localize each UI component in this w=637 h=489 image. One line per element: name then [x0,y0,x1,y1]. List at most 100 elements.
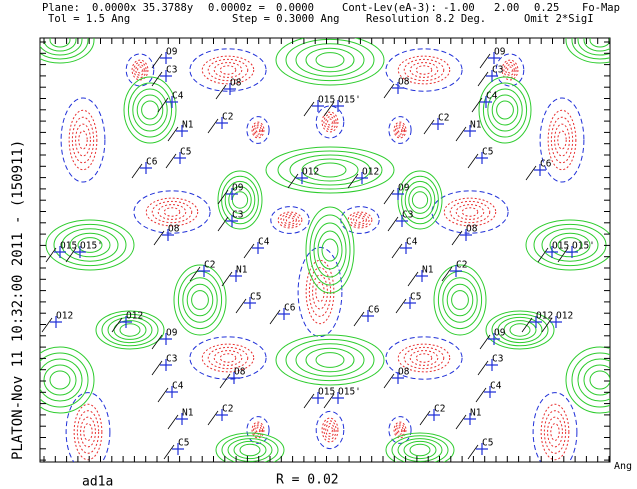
positive-contour [584,29,616,51]
atom-label: N1 [470,408,482,419]
negative-contour [326,117,334,128]
negative-contour [316,282,324,301]
bond [384,84,394,98]
bond [388,217,398,231]
bond [220,374,230,388]
positive-contour [412,192,427,208]
bond [152,335,162,349]
negative-contour [84,424,92,441]
atom-label: C4 [258,237,270,248]
bond [304,394,314,408]
negative-contour [410,351,438,366]
negative-contour [69,110,97,169]
atom-label: O12 [302,167,319,178]
bond [526,166,536,180]
bond [270,310,280,324]
bond [354,312,364,326]
positive-contour [142,101,159,119]
negative-contour [548,110,576,169]
negative-contour [398,128,402,133]
atom-label: C5 [482,147,493,158]
atom-label: C2 [222,404,233,415]
negative-contour [322,418,338,442]
header-tol: Tol = 1.5 Ang [48,13,130,25]
atom-label: O8 [168,224,180,235]
atom-label: C4 [172,91,184,102]
bond [244,244,254,258]
atom-label: O8 [234,367,246,378]
zero-contour [389,117,411,144]
negative-contour [284,216,297,224]
positive-contour [306,348,354,372]
zero-contour [190,49,266,91]
negative-contour [555,124,570,156]
bond [236,299,246,313]
positive-contour [286,39,374,80]
bond [452,231,462,245]
negative-contour [256,128,260,133]
atom-label: O15' [338,387,361,398]
positive-contour [452,291,469,310]
fourier-map: O9C3C4N1C2C5C6O8O15O15'O8O9C3C4N1C2C5C6O… [0,0,637,489]
negative-contour [558,131,566,149]
atom-label: C3 [492,65,503,76]
negative-contour [74,404,102,459]
positive-contour [479,77,531,143]
negative-contour [348,212,372,228]
bond [392,244,402,258]
positive-contour [434,265,486,335]
positive-contour [497,101,514,119]
negative-contour [202,344,253,372]
positive-contour [240,444,260,456]
negative-contour [220,354,236,362]
negative-contour [256,428,260,433]
zero-contour [316,411,344,448]
negative-contour [220,66,236,74]
bond [468,154,478,168]
negative-contour [548,417,563,447]
positive-contour [174,265,226,335]
negative-contour [456,205,484,220]
atom-label: C4 [486,91,498,102]
negative-contour [81,417,96,447]
bond [304,102,314,116]
bond [456,415,466,429]
atom-label: N1 [470,120,482,131]
atom-label: C3 [166,354,177,365]
positive-contour [276,335,384,385]
positive-contour [178,271,221,328]
atom-label: O12 [56,311,73,322]
positive-contour [44,29,76,51]
positive-contour [306,48,354,72]
positive-contour [286,339,374,380]
negative-contour [410,63,438,78]
bond [164,445,174,459]
bond [480,335,490,349]
atom-label: C3 [492,354,503,365]
positive-contour [566,347,634,413]
bond [166,154,176,168]
atom-label: O12 [556,311,573,322]
atom-label: N1 [182,408,194,419]
zero-contour [389,417,411,444]
negative-contour [306,260,334,323]
atom-label: O9 [494,47,506,58]
positive-contour [398,439,442,462]
atom-label: C5 [180,147,191,158]
bond [208,411,218,425]
footer-name: ad1a [82,475,113,489]
negative-contour [356,218,363,223]
negative-contour [136,65,144,76]
contours [26,17,634,471]
zero-contour [271,207,309,234]
negative-contour [328,426,333,433]
positive-contour [316,53,344,68]
atom-label: C2 [222,112,233,123]
bond [408,272,418,286]
atom-label: O15' [338,95,361,106]
positive-contour [124,77,176,143]
negative-contour [138,67,143,73]
bond [476,388,486,402]
zero-contour [247,117,269,144]
positive-contour [187,284,213,316]
